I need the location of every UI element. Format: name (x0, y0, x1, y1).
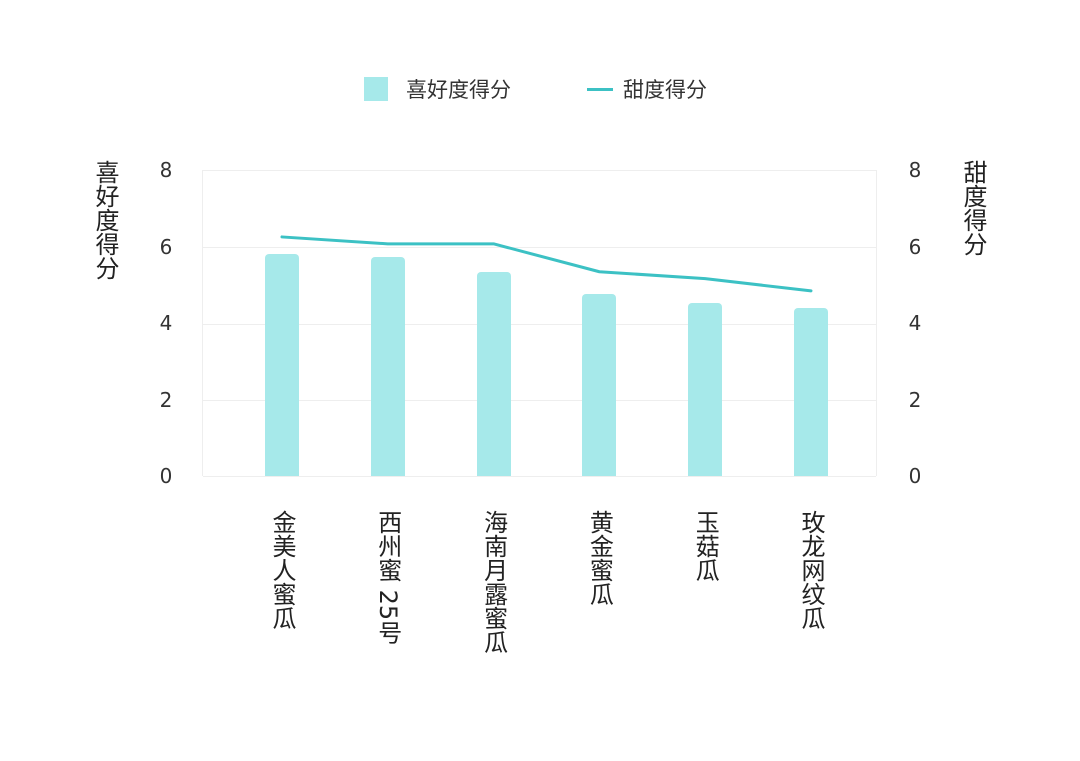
x-axis-label: 海南月露蜜瓜 (479, 510, 508, 654)
right-tick-label: 4 (908, 311, 922, 335)
legend-label-sweetness: 甜度得分 (623, 78, 707, 102)
bar-2[interactable] (476, 271, 511, 476)
legend-item-preference[interactable]: 喜好度得分 (364, 72, 511, 106)
bar-3[interactable] (582, 293, 617, 476)
x-axis-label: 西州蜜 25号 (373, 510, 402, 645)
bar-1[interactable] (370, 256, 405, 476)
right-tick-label: 2 (908, 387, 922, 412)
left-tick-label: 8 (159, 158, 173, 182)
right-axis-title: 甜度得分 (959, 160, 987, 256)
x-axis-label: 玉菇瓜 (691, 510, 720, 582)
legend-label-preference: 喜好度得分 (406, 78, 511, 102)
plot-area (202, 170, 877, 477)
chart-legend: 喜好度得分 甜度得分 (0, 72, 1080, 106)
gridline-2 (203, 400, 876, 401)
bar-4[interactable] (688, 302, 723, 476)
bar-0[interactable] (265, 254, 299, 476)
left-axis-title: 喜好度得分 (91, 160, 119, 280)
right-tick-label: 6 (908, 234, 922, 259)
left-tick-label: 2 (159, 387, 173, 412)
line-swatch-icon (587, 87, 613, 91)
left-tick-label: 6 (159, 234, 173, 259)
gridline-6 (203, 247, 876, 248)
x-axis-label: 玫龙网纹瓜 (797, 510, 825, 630)
right-tick-label: 8 (908, 158, 922, 182)
x-axis-label: 黄金蜜瓜 (585, 510, 614, 606)
gridline-4 (203, 324, 876, 325)
legend-item-sweetness[interactable]: 甜度得分 (587, 72, 707, 106)
x-axis-label: 金美人蜜瓜 (268, 510, 296, 630)
bar-swatch-icon (364, 77, 388, 101)
bar-5[interactable] (794, 307, 828, 476)
right-tick-label: 0 (908, 464, 922, 488)
left-tick-label: 4 (159, 311, 173, 335)
gridline-0 (203, 476, 876, 477)
left-tick-label: 0 (159, 464, 173, 488)
